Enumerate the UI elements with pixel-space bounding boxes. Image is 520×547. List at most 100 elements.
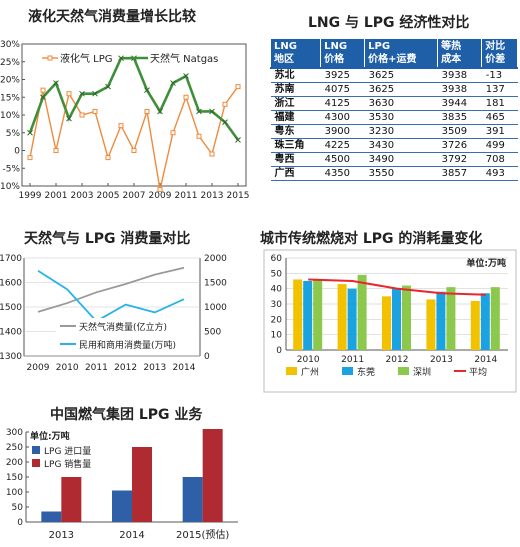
unit-label: 单位:万吨: [466, 257, 506, 269]
table-cell: 3835: [437, 110, 482, 125]
y-tick-label: 10%: [0, 111, 20, 121]
table-header: LNG 地区: [269, 38, 322, 69]
economics-panel: LNG 与 LPG 经济性对比 LNG 地区 LNG 价格 LPG 价格+运费 等热 成本 对比…: [268, 0, 520, 210]
data-point: [92, 108, 98, 114]
lng-growth-panel: 液化天然气消费量增长比较 30% 25% 20% 15% 10% 5% 0 -5% -10%19…: [0, 0, 250, 210]
x-tick-label: 2015(预估): [176, 528, 229, 541]
data-point: [183, 94, 189, 100]
legend-swatch: [47, 55, 53, 61]
table-cell: 3938: [437, 82, 482, 97]
bar: [202, 429, 223, 522]
legend-label: 平均: [469, 366, 487, 378]
x-tick-label: 1999: [19, 191, 42, 201]
y-tick-label: -10%: [0, 182, 20, 192]
table-cell: 708: [481, 152, 518, 167]
y-tick-label: 0: [276, 346, 282, 356]
bar: [132, 447, 152, 522]
data-point: [196, 108, 202, 115]
table-cell: 3509: [437, 124, 482, 139]
legend-label: 深圳: [413, 367, 431, 378]
data-point: [27, 129, 33, 136]
x-tick-label: 2013: [143, 363, 166, 373]
bar: [347, 288, 357, 350]
x-tick-label: 2012: [114, 363, 137, 373]
data-point: [27, 155, 33, 161]
x-tick-label: 2009: [27, 363, 50, 373]
data-point: [131, 148, 137, 153]
table-cell: 福建: [270, 110, 321, 125]
bar: [112, 490, 132, 522]
y-right-tick-label: 1500: [204, 279, 227, 289]
x-tick-label: 2014: [119, 530, 144, 541]
data-point: [53, 80, 59, 86]
y-tick-label: 0: [17, 518, 23, 528]
bar: [357, 274, 367, 350]
data-point: [40, 87, 46, 93]
lng-growth-chart: 30%25%20%15%10%5%0-5%-10%199920012003200…: [0, 40, 250, 201]
x-tick-label: 2015: [227, 191, 250, 201]
data-point: [170, 130, 176, 136]
legend-swatch: [286, 367, 297, 375]
table-row: 粤东 3900 3230 3509 391: [270, 124, 518, 139]
table-row: 广西 4350 3550 3857 493: [270, 166, 518, 181]
table-cell: 4350: [320, 166, 365, 181]
x-tick-label: 2011: [85, 363, 108, 373]
table-cell: 493: [481, 166, 518, 181]
table-row: 浙江 4125 3630 3944 181: [270, 96, 518, 111]
x-tick-label: 2010: [297, 355, 320, 365]
data-point: [105, 83, 111, 90]
data-point: [222, 101, 228, 107]
bar: [337, 284, 347, 350]
economics-table: LNG 地区 LNG 价格 LPG 价格+运费 等热 成本 对比 价差 苏北 3925 3625 393…: [269, 38, 518, 181]
x-tick-label: 2014: [474, 355, 497, 365]
table-cell: 181: [481, 96, 518, 111]
table-cell: 4500: [320, 152, 365, 167]
chinagas-panel: 中国燃气集团 LPG 业务 0 50 100 150 200 250 300 单位:万吨 201…: [0, 402, 240, 547]
bar: [293, 279, 303, 350]
data-point: [157, 108, 163, 115]
legend-swatch: [398, 367, 409, 375]
y-tick-label: 200: [6, 458, 23, 468]
x-tick-label: 2014: [173, 363, 196, 373]
legend-label: 天然气 Natgas: [150, 52, 218, 65]
bar: [41, 511, 62, 522]
data-point: [40, 94, 46, 101]
data-point: [144, 108, 150, 114]
table-row: 珠三角 4225 3430 3726 499: [270, 138, 518, 153]
table-cell: 3625: [364, 82, 438, 97]
x-tick-label: 2005: [97, 191, 120, 201]
data-point: [235, 84, 241, 90]
data-point: [209, 108, 215, 115]
legend-swatch: [32, 459, 40, 467]
y-right-tick-label: 1000: [204, 303, 227, 313]
x-tick-label: 2009: [149, 191, 172, 201]
y-right-tick-label: 500: [204, 328, 221, 338]
x-tick-label: 2007: [123, 191, 146, 201]
data-point: [170, 80, 176, 86]
legend-box: [56, 318, 198, 354]
bar: [392, 288, 401, 350]
y-tick-label: 100: [6, 488, 23, 498]
data-point: [105, 155, 111, 161]
x-tick-label: 2011: [341, 355, 364, 365]
y-tick-label: 150: [6, 473, 23, 483]
y-left-tick-label: 1400: [0, 328, 22, 338]
table-cell: 3630: [364, 96, 438, 111]
table-header: LPG 价格+运费: [364, 38, 439, 69]
table-row: 粤西 4500 3490 3792 708: [270, 152, 518, 167]
table-cell: 广西: [270, 166, 321, 181]
bar: [182, 477, 203, 522]
bar: [436, 291, 446, 350]
consumption-panel: 天然气与 LPG 消费量对比 1300 1400 1500 1600 1700 0 500 1…: [0, 222, 235, 392]
y-tick-label: 50: [271, 269, 283, 279]
data-point: [53, 148, 59, 153]
y-left-tick-label: 1300: [0, 352, 22, 362]
y-tick-label: 0: [14, 147, 20, 157]
y-tick-label: -5%: [2, 164, 20, 174]
y-tick-label: 25%: [0, 58, 20, 68]
table-cell: 浙江: [270, 96, 321, 111]
table-cell: 苏北: [270, 67, 321, 83]
y-tick-label: 30%: [0, 40, 20, 50]
y-tick-label: 300: [6, 428, 23, 438]
data-point: [144, 87, 150, 94]
